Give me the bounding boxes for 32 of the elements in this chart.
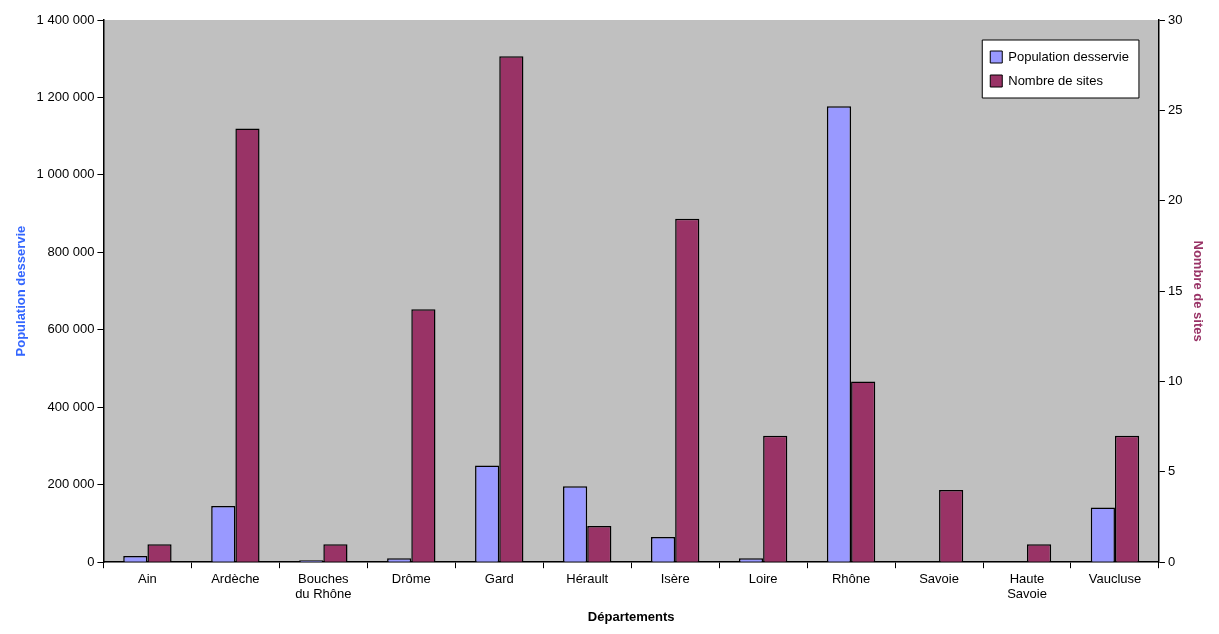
y2-tick-label: 30: [1167, 11, 1183, 27]
x-tick-label: Hérault: [566, 570, 609, 586]
x-tick-label: Haute Savoie: [1007, 570, 1047, 602]
y-tick-label: 600 000: [47, 321, 95, 337]
x-tick-label: Loire: [748, 570, 778, 586]
x-tick-label: Savoie: [919, 570, 959, 586]
y-tick-label: 800 000: [47, 243, 95, 259]
y-tick-label: 1 200 000: [36, 89, 95, 105]
x-tick-label: Bouches du Rhône: [295, 570, 352, 602]
y-tick-label: 1 400 000: [36, 11, 95, 27]
y-tick-label: 1 000 000: [36, 166, 95, 182]
y-tick-label: 0: [87, 553, 95, 569]
x-tick-label: Gard: [484, 570, 514, 586]
x-tick-label: Vaucluse: [1088, 570, 1142, 586]
legend-label: Nombre de sites: [1008, 72, 1104, 88]
legend-label: Population desservie: [1008, 48, 1129, 64]
y2-tick-label: 20: [1167, 192, 1183, 208]
y2-tick-label: 10: [1167, 373, 1183, 389]
x-tick-label: Rhône: [831, 570, 871, 586]
y-axis-title: Population desservie: [13, 225, 29, 357]
x-tick-label: Isère: [660, 570, 690, 586]
x-tick-label: Ardèche: [211, 570, 260, 586]
y2-tick-label: 0: [1167, 553, 1176, 569]
y2-tick-label: 15: [1167, 282, 1183, 298]
y-tick-label: 200 000: [47, 476, 95, 492]
x-tick-label: Ain: [138, 570, 157, 586]
y2-tick-label: 5: [1167, 463, 1176, 479]
y-tick-label: 400 000: [47, 398, 95, 414]
y2-axis-title: Nombre de sites: [1190, 240, 1206, 342]
x-axis-title: Départements: [587, 608, 675, 624]
y2-tick-label: 25: [1167, 101, 1183, 117]
x-tick-label: Drôme: [391, 570, 431, 586]
